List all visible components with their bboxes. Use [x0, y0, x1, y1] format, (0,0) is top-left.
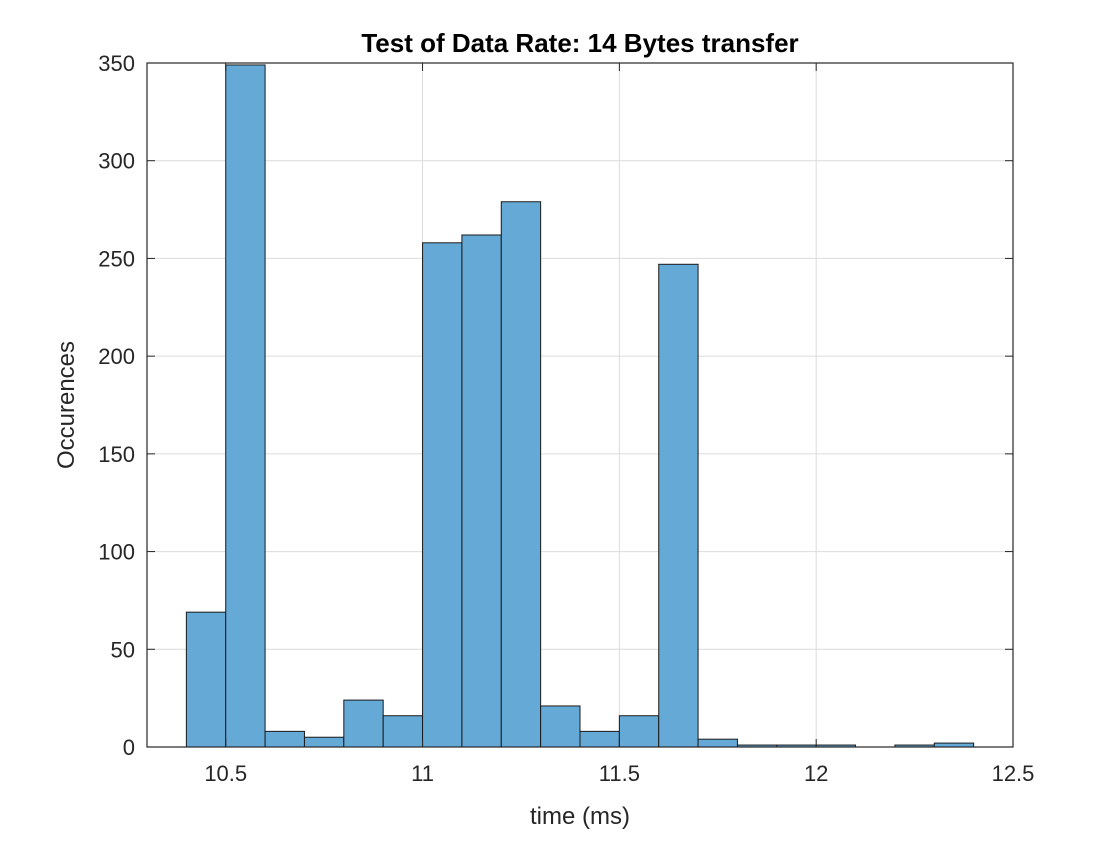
histogram-bar [540, 705, 581, 748]
histogram-bar [264, 730, 305, 748]
histogram-bar [500, 201, 542, 748]
y-tick-label: 300 [98, 149, 135, 174]
axes-frame [146, 62, 1014, 748]
y-tick-label: 250 [98, 246, 135, 271]
histogram-bar [422, 242, 463, 748]
x-tick-label: 11 [411, 761, 434, 786]
histogram-bars [185, 64, 975, 748]
y-tick-label: 150 [98, 442, 135, 467]
plot-area [147, 63, 1013, 747]
histogram-bar [697, 738, 738, 748]
y-tick-label: 0 [123, 735, 135, 760]
x-tick-label: 12.5 [992, 761, 1035, 786]
histogram-bar [225, 64, 266, 748]
y-axis-label: Occurences [53, 341, 80, 469]
chart-title: Test of Data Rate: 14 Bytes transfer [361, 28, 798, 58]
histogram-bar [658, 263, 699, 748]
x-axis-label: time (ms) [530, 803, 630, 830]
histogram-bar [382, 715, 424, 748]
histogram-bar [461, 234, 502, 748]
axis-ticks: 10.5 11 11.5 12 12.5 0 50 100 150 200 250 300 350 [98, 51, 1034, 786]
y-tick-label: 50 [111, 637, 135, 662]
histogram-bar [185, 611, 227, 748]
x-tick-label: 10.5 [204, 761, 247, 786]
histogram-bar [618, 715, 660, 748]
histogram-bar [303, 736, 345, 748]
x-tick-label: 12 [804, 761, 828, 786]
histogram-bar [343, 699, 384, 748]
histogram-bar [579, 730, 620, 748]
y-tick-label: 350 [98, 51, 135, 76]
y-tick-label: 200 [98, 344, 135, 369]
x-tick-label: 11.5 [599, 761, 640, 786]
y-tick-label: 100 [98, 540, 135, 565]
